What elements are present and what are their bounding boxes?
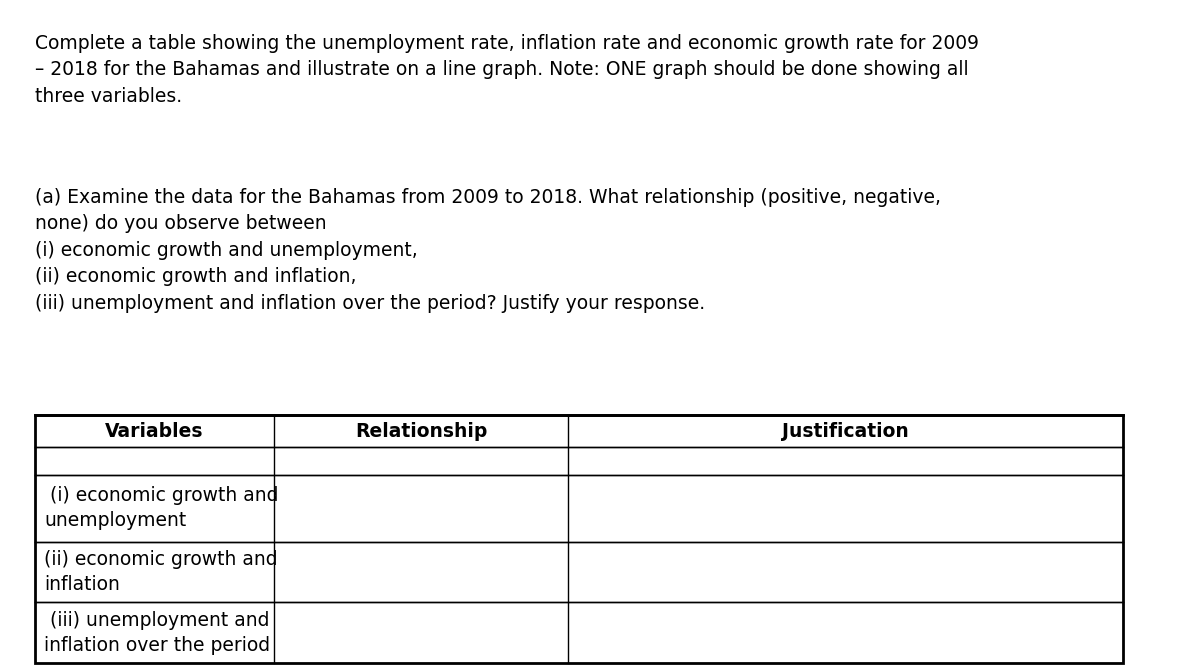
Text: Variables: Variables: [106, 422, 204, 441]
Text: Complete a table showing the unemployment rate, inflation rate and economic grow: Complete a table showing the unemploymen…: [35, 34, 979, 105]
Text: Relationship: Relationship: [355, 422, 487, 441]
Text: Justification: Justification: [782, 422, 910, 441]
Text: (iii) unemployment and
inflation over the period: (iii) unemployment and inflation over th…: [44, 611, 270, 655]
Bar: [35, 415, 1123, 663]
Text: (i) economic growth and
unemployment: (i) economic growth and unemployment: [44, 486, 278, 530]
Text: (ii) economic growth and
inflation: (ii) economic growth and inflation: [44, 550, 277, 594]
Text: (a) Examine the data for the Bahamas from 2009 to 2018. What relationship (posit: (a) Examine the data for the Bahamas fro…: [35, 188, 941, 313]
